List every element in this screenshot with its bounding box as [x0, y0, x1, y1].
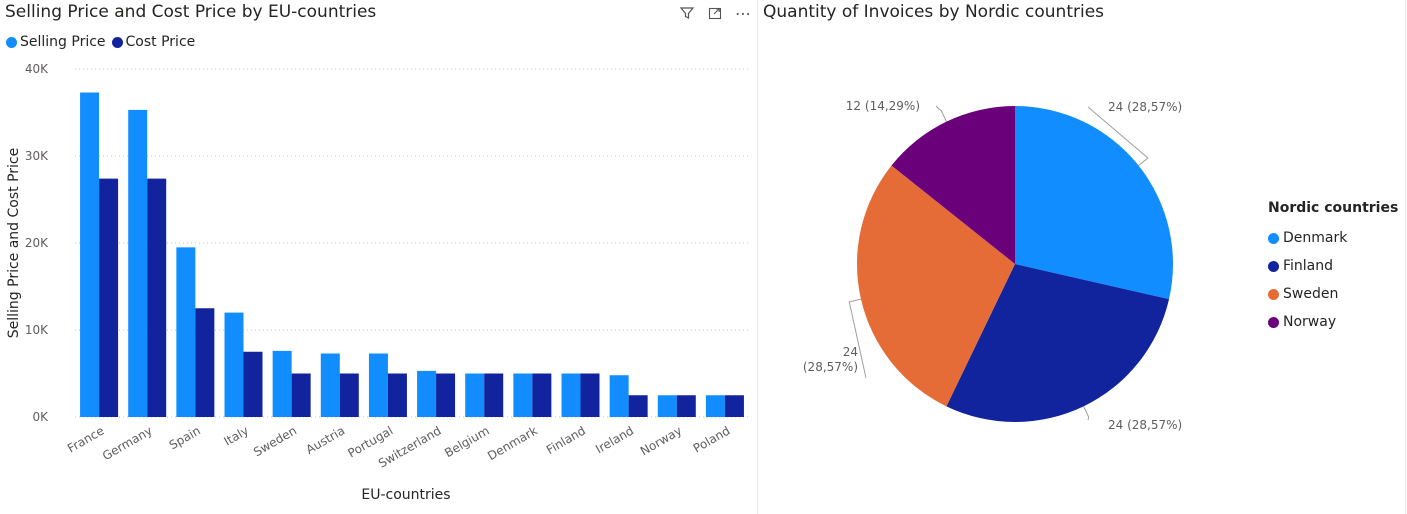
legend-label: Selling Price: [20, 34, 106, 50]
focus-mode-icon[interactable]: [706, 4, 724, 22]
legend-dot: [1268, 316, 1279, 328]
pie-data-label: 24 (28,57%): [803, 345, 858, 374]
pie-legend-item-norway[interactable]: Norway: [1268, 308, 1398, 336]
legend-dot: [111, 36, 123, 48]
bar-selling-price-belgium[interactable]: [465, 373, 485, 418]
y-tick-label: 30K: [25, 149, 49, 163]
bar-cost-price-france[interactable]: [99, 178, 119, 417]
x-tick-label: Sweden: [251, 423, 299, 459]
bar-cost-price-sweden[interactable]: [291, 373, 311, 418]
pie-leader-line: [935, 105, 947, 122]
y-tick-label: 40K: [25, 62, 49, 76]
pie-leader-line: [1083, 406, 1090, 421]
legend-label: Cost Price: [125, 34, 196, 50]
x-tick-label: Ireland: [593, 423, 636, 456]
bar-cost-price-ireland[interactable]: [628, 395, 648, 417]
bar-cost-price-switzerland[interactable]: [436, 373, 456, 418]
bar-selling-price-switzerland[interactable]: [417, 370, 437, 417]
legend-dot: [1268, 260, 1279, 272]
bar-selling-price-spain[interactable]: [176, 247, 196, 417]
filter-icon[interactable]: [678, 4, 696, 22]
bar-selling-price-poland[interactable]: [705, 395, 725, 417]
bar-selling-price-france[interactable]: [80, 92, 100, 418]
legend-dot: [1268, 288, 1279, 300]
bar-selling-price-norway[interactable]: [657, 395, 677, 417]
bar-cost-price-denmark[interactable]: [532, 373, 552, 418]
y-axis-title: Selling Price and Cost Price: [6, 148, 22, 339]
bar-chart-visual[interactable]: Selling Price and Cost Price by EU-count…: [0, 0, 757, 514]
y-tick-label: 20K: [25, 236, 49, 250]
bar-selling-price-germany[interactable]: [128, 109, 148, 417]
x-tick-label: Austria: [304, 423, 348, 456]
bar-cost-price-poland[interactable]: [724, 395, 744, 417]
bar-cost-price-norway[interactable]: [676, 395, 696, 417]
pie-legend-label: Sweden: [1283, 286, 1339, 302]
x-tick-label: Poland: [691, 423, 733, 455]
x-tick-label: Italy: [221, 423, 251, 448]
bar-cost-price-belgium[interactable]: [484, 373, 504, 418]
pie-slice-denmark[interactable]: [1015, 106, 1173, 300]
x-tick-label: Belgium: [442, 423, 492, 460]
bar-cost-price-spain[interactable]: [195, 308, 215, 417]
pie-legend-title: Nordic countries: [1268, 200, 1399, 216]
legend-dot: [6, 36, 17, 48]
pie-legend-item-denmark[interactable]: Denmark: [1268, 224, 1398, 252]
pie-legend-item-finland[interactable]: Finland: [1268, 252, 1398, 280]
bar-selling-price-finland[interactable]: [561, 373, 581, 418]
pie-chart-plot: 24 (28,57%) 24 (28,57%) 24 (28,57%) 12 (14,2…: [803, 99, 1182, 432]
visual-header-toolbar: ⋯: [678, 3, 752, 23]
pie-leader-line: [1087, 106, 1149, 166]
legend-item-cost-price[interactable]: Cost Price: [111, 34, 196, 50]
pie-legend-label: Finland: [1283, 258, 1334, 274]
pie-chart-title: Quantity of Invoices by Nordic countries: [763, 2, 1105, 22]
bar-selling-price-ireland[interactable]: [609, 375, 629, 417]
pie-data-label: 24 (28,57%): [1108, 100, 1182, 114]
x-tick-label: Germany: [100, 423, 155, 463]
pie-slice-norway[interactable]: [891, 106, 1015, 264]
x-tick-label: Norway: [638, 423, 684, 458]
pie-slice-finland[interactable]: [946, 264, 1170, 422]
pie-legend-label: Denmark: [1283, 230, 1348, 246]
bar-selling-price-austria[interactable]: [320, 353, 340, 417]
bar-cost-price-portugal[interactable]: [387, 373, 407, 418]
bar-chart-title: Selling Price and Cost Price by EU-count…: [5, 2, 377, 22]
pie-chart-visual[interactable]: Quantity of Invoices by Nordic countries…: [758, 0, 1407, 514]
right-border: [1405, 0, 1406, 514]
pie-legend: Nordic countries Denmark Finland Sweden Nor…: [1268, 200, 1398, 336]
y-tick-label: 0K: [32, 410, 49, 424]
bar-selling-price-portugal[interactable]: [368, 353, 388, 417]
bar-cost-price-austria[interactable]: [339, 373, 359, 418]
pie-data-label: 12 (14,29%): [846, 99, 920, 113]
bar-selling-price-denmark[interactable]: [513, 373, 533, 418]
visual-divider: [757, 0, 758, 514]
bar-cost-price-germany[interactable]: [147, 178, 167, 417]
bar-chart-legend: Selling Price Cost Price: [6, 34, 195, 50]
pie-leader-line: [848, 298, 867, 379]
y-tick-label: 10K: [25, 323, 49, 337]
bar-cost-price-finland[interactable]: [580, 373, 600, 418]
x-tick-label: Spain: [167, 423, 203, 452]
more-options-icon[interactable]: ⋯: [735, 3, 751, 23]
bar-selling-price-italy[interactable]: [224, 312, 244, 417]
legend-item-selling-price[interactable]: Selling Price: [6, 34, 106, 50]
bar-selling-price-sweden[interactable]: [272, 350, 292, 417]
pie-slice-sweden[interactable]: [857, 165, 1015, 407]
pie-data-label: 24 (28,57%): [1108, 418, 1182, 432]
pie-legend-label: Norway: [1283, 314, 1337, 330]
pie-legend-item-sweden[interactable]: Sweden: [1268, 280, 1398, 308]
x-tick-label: Finland: [544, 423, 588, 457]
x-axis-title: EU-countries: [361, 487, 450, 503]
bar-cost-price-italy[interactable]: [243, 351, 263, 417]
x-tick-label: Denmark: [485, 423, 540, 463]
legend-dot: [1268, 232, 1279, 244]
